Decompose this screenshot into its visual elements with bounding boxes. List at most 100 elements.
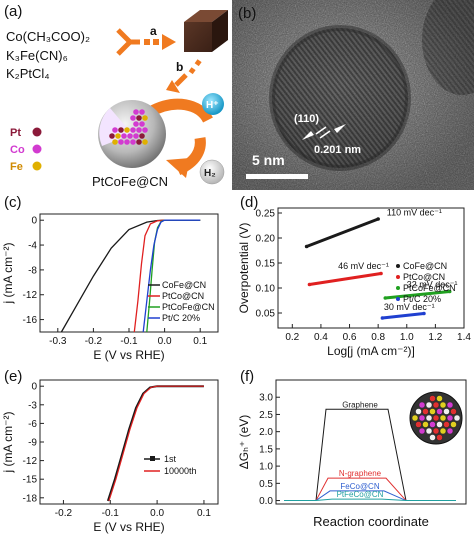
legend-co-swatch (32, 144, 42, 154)
chart-e: -0.2 -0.1 0.0 0.1 0 -3 -6 -9 -12 -15 -18 E (V vs RH… (1, 368, 219, 534)
y-tick-label: -18 (23, 493, 38, 504)
y-tick-label: 2.0 (259, 427, 273, 438)
atom (130, 115, 136, 121)
legend-pt-label: Pt (10, 127, 21, 139)
panel-letter: (d) (240, 194, 258, 211)
plot-frame (275, 379, 467, 505)
fit-line (309, 272, 382, 286)
x-tick-label: 1.2 (428, 332, 442, 343)
x-tick-label: -0.2 (85, 336, 103, 347)
plot-frame (39, 379, 219, 505)
y-tick-label: -4 (28, 241, 37, 252)
y-axis-label: Overpotential (V) (237, 223, 251, 314)
scale-bar (246, 174, 308, 179)
x-tick-label: -0.1 (120, 336, 138, 347)
x-tick-label: 0.6 (343, 332, 357, 343)
tem-image: (b) (110) 0.201 nm 5 nm (232, 0, 474, 190)
y-tick-label: -9 (28, 438, 37, 449)
legend-fe-label: Fe (10, 161, 23, 173)
atom (136, 127, 142, 133)
atom (124, 127, 130, 133)
atom (133, 133, 139, 139)
y-tick-label: 0 (31, 216, 37, 227)
panel-e: -0.2 -0.1 0.0 0.1 0 -3 -6 -9 -12 -15 -18 E (V vs RH… (0, 366, 232, 537)
y-tick-label: -12 (23, 456, 38, 467)
legend-label: CoFe@CN (403, 261, 447, 271)
energy-profile-label: FeCo@CN (340, 482, 379, 491)
cube-icon (184, 10, 228, 52)
legend-marker (396, 297, 400, 301)
legend-marker (396, 286, 400, 290)
y-axis-label: j (mA cm⁻²) (1, 243, 15, 305)
atom (112, 127, 118, 133)
energy-profile-label: Graphene (342, 400, 378, 409)
series-line (106, 385, 204, 502)
y-tick-label: 0 (31, 382, 37, 393)
scale-bar-label: 5 nm (252, 152, 285, 168)
atom (133, 109, 139, 115)
x-tick-label: 0.0 (150, 508, 164, 519)
chart-d: 0.2 0.4 0.6 0.8 1.0 1.2 1.4 0.05 0.10 0.15 0.20 0.2… (237, 194, 471, 358)
fit-line (385, 290, 450, 300)
atom (121, 133, 127, 139)
y-tick-label: 3.0 (259, 393, 273, 404)
legend-pt-swatch (32, 127, 42, 137)
atom (130, 127, 136, 133)
y-tick-label: 1.5 (259, 444, 273, 455)
graphene-cage-icon (409, 391, 463, 445)
legend-label: Pt/C 20% (403, 294, 441, 304)
atom (136, 115, 142, 121)
panel-f: 0.0 0.5 1.0 1.5 2.0 2.5 3.0 Reaction coordinate… (236, 366, 474, 537)
y-tick-label: -3 (28, 400, 37, 411)
panel-letter: (c) (4, 194, 22, 211)
atom (136, 139, 142, 145)
fit-line (382, 312, 425, 320)
y-tick-label: -15 (23, 475, 38, 486)
arrow-a: a (116, 24, 176, 56)
x-tick-label: -0.1 (102, 508, 120, 519)
atom (124, 139, 130, 145)
reagent-1: Co(CH₃COO)₂ (6, 29, 90, 44)
y-tick-label: -8 (28, 265, 37, 276)
legend-label: PtCo@CN (162, 291, 204, 301)
tafel-slope-label: 30 mV dec⁻¹ (384, 302, 435, 312)
legend-label: PtCoFe@CN (403, 283, 456, 293)
atom (142, 127, 148, 133)
panel-a-schematic: (a) Co(CH₃COO)₂ K₃Fe(CN)₆ K₂PtCl₄ a b (4, 3, 228, 189)
atom (112, 139, 118, 145)
x-axis-label: Log[j (mA cm⁻²)] (327, 344, 415, 358)
fit-line (306, 217, 379, 248)
chart-f: 0.0 0.5 1.0 1.5 2.0 2.5 3.0 Reaction coordinate… (237, 368, 467, 529)
legend-label: 1st (164, 454, 177, 464)
energy-profile-label: N-graphene (339, 469, 382, 478)
atom (142, 139, 148, 145)
x-tick-label: 0.0 (158, 336, 172, 347)
legend-marker (150, 456, 155, 461)
reagent-3: K₂PtCl₄ (6, 66, 50, 81)
reaction-arrow-top (147, 98, 213, 123)
atom (139, 109, 145, 115)
y-tick-label: 0.20 (256, 234, 276, 245)
legend-co-label: Co (10, 144, 25, 156)
x-tick-label: -0.2 (55, 508, 73, 519)
element-legend: Pt Co Fe (10, 127, 42, 173)
chart-c: -0.3 -0.2 -0.1 0.0 0.1 0 -4 -8 -12 -16 E (V vs RHE… (1, 194, 219, 362)
legend-label: 10000th (164, 466, 197, 476)
tafel-slope-label: 46 mV dec⁻¹ (338, 261, 389, 271)
panel-c: -0.3 -0.2 -0.1 0.0 0.1 0 -4 -8 -12 -16 E (V vs RHE… (0, 192, 232, 364)
proton-label: H⁺ (206, 100, 219, 111)
data-point (304, 244, 309, 249)
x-tick-label: 0.4 (314, 332, 328, 343)
atom (139, 121, 145, 127)
series-line-pt-c-20- (142, 219, 201, 333)
x-tick-label: 0.1 (197, 508, 211, 519)
panel-a: (a) Co(CH₃COO)₂ K₃Fe(CN)₆ K₂PtCl₄ a b (0, 0, 230, 190)
legend-label: PtCoFe@CN (162, 302, 215, 312)
data-point (422, 311, 426, 316)
product-label: PtCoFe@CN (92, 174, 168, 189)
x-tick-label: 1.0 (400, 332, 414, 343)
core-shell-sphere-icon (98, 100, 166, 168)
panel-letter: (f) (240, 368, 254, 385)
y-tick-label: 0.25 (256, 209, 276, 220)
data-point (307, 282, 312, 287)
